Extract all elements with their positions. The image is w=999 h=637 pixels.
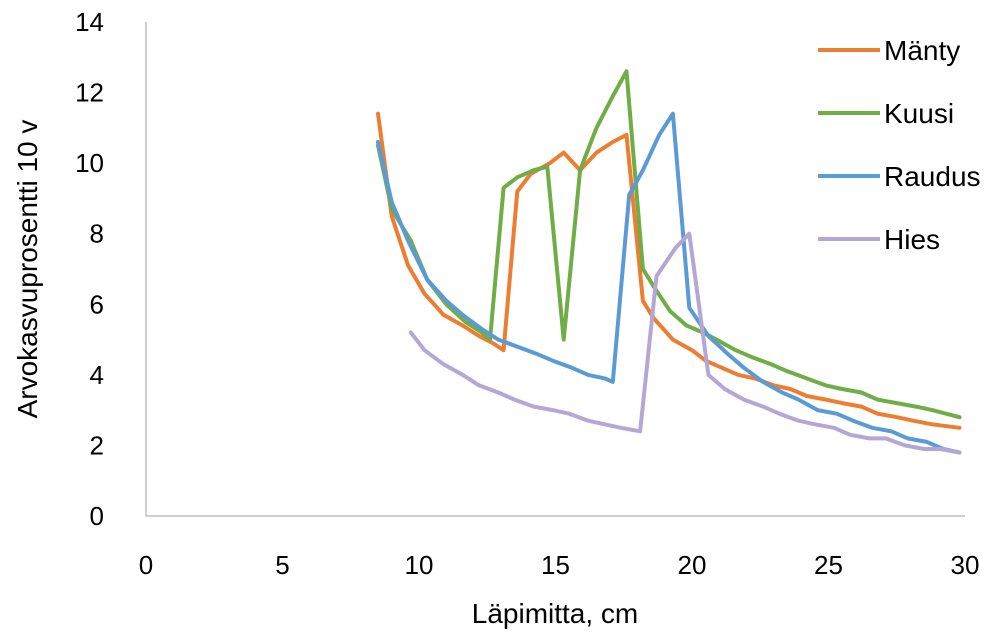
x-tick-label: 25: [814, 550, 843, 580]
x-tick-label: 0: [139, 550, 153, 580]
x-axis-title: Läpimitta, cm: [472, 598, 639, 629]
x-tick-label: 20: [678, 550, 707, 580]
y-tick-label: 8: [90, 219, 104, 249]
y-tick-label: 6: [90, 289, 104, 319]
series-lines: [376, 69, 962, 455]
axes: [145, 22, 965, 517]
series-line-1: [376, 111, 962, 430]
legend-label: Kuusi: [884, 98, 954, 129]
x-tick-labels: 0 5 10 15 20 25 30: [139, 550, 980, 580]
x-tick-label: 30: [951, 550, 980, 580]
y-tick-label: 4: [90, 360, 104, 390]
y-tick-label: 14: [75, 7, 104, 37]
y-tick-labels: 0 2 4 6 8 10 12 14: [75, 7, 104, 531]
y-tick-label: 10: [75, 148, 104, 178]
series-line-4: [408, 231, 962, 455]
y-tick-label: 2: [90, 430, 104, 460]
series-line-2: [376, 69, 962, 420]
y-axis-title: Arvokasvuprosentti 10 v: [12, 120, 43, 419]
y-tick-label: 0: [90, 501, 104, 531]
x-tick-label: 5: [275, 550, 289, 580]
legend-label: Raudus: [884, 161, 981, 192]
x-tick-label: 10: [405, 550, 434, 580]
y-tick-label: 12: [75, 78, 104, 108]
legend: Mänty Kuusi Raudus Hies: [818, 35, 981, 255]
x-tick-label: 15: [541, 550, 570, 580]
series-line-3: [376, 111, 962, 455]
legend-label: Mänty: [884, 35, 960, 66]
legend-label: Hies: [884, 224, 940, 255]
